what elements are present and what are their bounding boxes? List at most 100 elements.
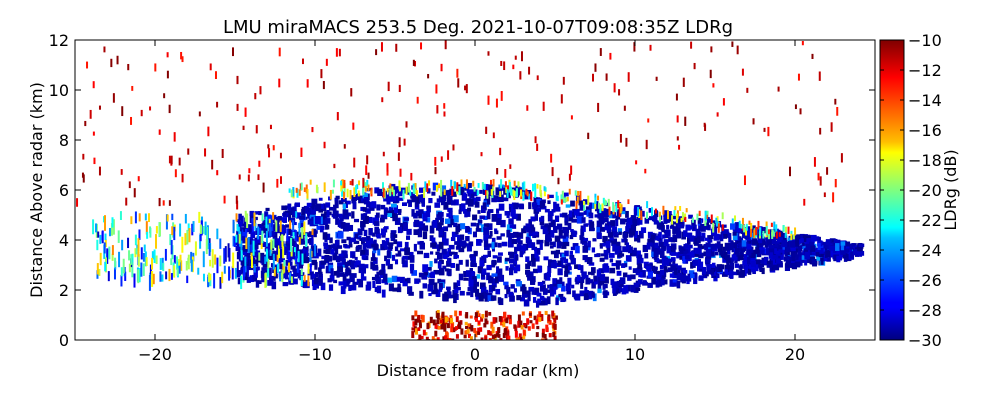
radar-cell [209, 63, 212, 71]
radar-cell [666, 246, 671, 254]
radar-cell [381, 97, 384, 103]
radar-cell [439, 319, 443, 324]
radar-cell [571, 258, 576, 265]
radar-cell [603, 290, 608, 298]
radar-cell [158, 222, 161, 237]
radar-cell [162, 200, 165, 206]
radar-cell [520, 325, 524, 330]
radar-cell [492, 186, 495, 191]
radar-cell [580, 228, 585, 236]
radar-cell [417, 317, 421, 323]
radar-cell [700, 223, 706, 232]
radar-cell [173, 265, 176, 278]
radar-cell [640, 227, 647, 233]
radar-cell [540, 192, 543, 199]
radar-cell [557, 260, 562, 266]
radar-cell [732, 232, 738, 241]
radar-cell [658, 222, 665, 229]
radar-cell [675, 93, 678, 101]
radar-cell [513, 190, 516, 201]
radar-cell [443, 326, 447, 332]
radar-cell [208, 243, 211, 256]
radar-cell [186, 229, 189, 245]
radar-cell [142, 263, 145, 276]
radar-cell [811, 53, 814, 59]
radar-cell [244, 228, 247, 238]
radar-cell [513, 257, 518, 265]
radar-cell [137, 254, 140, 267]
radar-cell [311, 229, 314, 239]
radar-cell [97, 231, 100, 238]
radar-cell [526, 290, 531, 295]
radar-cell [313, 277, 319, 285]
radar-cell [388, 242, 393, 250]
radar-cell [431, 237, 436, 246]
radar-cell [563, 197, 566, 203]
radar-cell [740, 270, 745, 278]
radar-cell [145, 257, 148, 267]
radar-cell [671, 221, 677, 225]
radar-cell [299, 220, 305, 226]
radar-cell [487, 250, 491, 258]
radar-cell [621, 238, 626, 243]
radar-cell [670, 257, 676, 262]
radar-cell [459, 320, 463, 325]
radar-cell [638, 230, 644, 239]
radar-cell [267, 258, 270, 269]
radar-cell [380, 204, 386, 210]
radar-cell [668, 237, 672, 242]
radar-cell [855, 249, 859, 254]
radar-cell [368, 217, 373, 223]
radar-cell [582, 237, 589, 241]
radar-cell [716, 264, 723, 272]
radar-cell [342, 273, 347, 282]
radar-cell [460, 223, 466, 230]
radar-cell [852, 250, 858, 256]
radar-cell [603, 249, 609, 255]
radar-cell [568, 266, 572, 271]
radar-cell [476, 238, 482, 246]
radar-cell [579, 290, 585, 297]
radar-cell [450, 179, 453, 188]
radar-cell [320, 225, 325, 231]
radar-cell [469, 254, 473, 258]
radar-cell [806, 238, 810, 245]
radar-cell [719, 264, 725, 270]
radar-cell [444, 218, 451, 224]
radar-cell [408, 200, 412, 207]
radar-cell [653, 248, 659, 256]
radar-cell [659, 269, 665, 276]
radar-cell [173, 255, 176, 264]
radar-cell [271, 231, 276, 236]
radar-cell [552, 278, 558, 286]
radar-cell [735, 247, 740, 255]
radar-cell [658, 231, 662, 239]
radar-cell [755, 226, 758, 236]
radar-cell [826, 242, 830, 249]
radar-cell [544, 310, 548, 315]
radar-cell [147, 213, 150, 223]
radar-cell [475, 196, 481, 202]
radar-cell [750, 258, 756, 264]
radar-cell [423, 188, 426, 198]
radar-cell [418, 209, 424, 214]
radar-cell [488, 337, 492, 340]
radar-cell [93, 157, 96, 165]
radar-cell [840, 153, 843, 163]
radar-cell [671, 244, 676, 253]
radar-cell [564, 227, 570, 234]
radar-cell [347, 224, 354, 232]
radar-cell [667, 267, 673, 273]
radar-cell [385, 259, 391, 266]
radar-cell [537, 281, 544, 286]
radar-cell [557, 283, 562, 288]
radar-cell [206, 226, 209, 240]
radar-cell [521, 228, 527, 234]
radar-cell [634, 235, 639, 242]
radar-cell [750, 222, 753, 233]
radar-cell [294, 202, 301, 208]
radar-cell [508, 232, 515, 239]
radar-cell [180, 260, 183, 271]
radar-cell [495, 187, 499, 196]
y-tick-label: 2 [59, 281, 69, 300]
